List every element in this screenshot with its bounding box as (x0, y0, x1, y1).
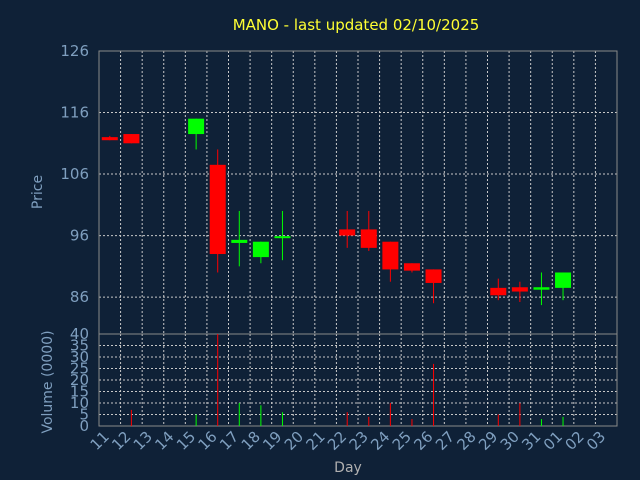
volume-tick-label: 40 (70, 325, 89, 343)
candlestick-series (101, 118, 572, 306)
candle-body (425, 269, 442, 283)
candle-body (188, 118, 205, 135)
volume-tick-label: 35 (70, 337, 89, 355)
candle-body (555, 272, 572, 288)
volume-panel-frame (98, 333, 618, 427)
vertical-grid (120, 51, 596, 426)
x-axis-label: Day (334, 460, 362, 476)
price-tick-label: 126 (60, 42, 89, 60)
chart-title: MANO - last updated 02/10/2025 (233, 16, 480, 34)
candle-body (533, 287, 550, 290)
price-tick-label: 116 (60, 104, 89, 122)
volume-tick-label: 10 (70, 394, 89, 412)
candle-body (101, 137, 118, 141)
price-tick-label: 106 (60, 165, 89, 183)
volume-tick-label: 5 (79, 406, 89, 424)
volume-tick-label: 0 (79, 417, 89, 435)
volume-tick-label: 15 (70, 383, 89, 401)
candle-body (231, 239, 248, 243)
candle-body (274, 236, 291, 239)
volume-axis-label: Volume (0000) (40, 330, 56, 433)
candle-body (490, 287, 507, 296)
candle-body (339, 229, 356, 236)
price-tick-label: 96 (70, 227, 89, 245)
x-tick-label: 03 (583, 428, 609, 454)
candle-body (252, 241, 269, 258)
candle-body (360, 229, 377, 248)
candle-body (403, 263, 420, 271)
x-tick-labels: 1112131415161718192021222324252627282930… (87, 428, 610, 454)
candle-body (123, 134, 140, 144)
candle-body (382, 241, 399, 270)
candle-body (209, 164, 226, 255)
volume-tick-label: 20 (70, 371, 89, 389)
price-tick-label: 86 (70, 288, 89, 306)
volume-series (130, 334, 564, 426)
volume-tick-label: 25 (70, 360, 89, 378)
price-tick-labels: 126 116 106 96 86 (60, 42, 89, 306)
price-axis-label: Price (30, 175, 46, 209)
volume-tick-label: 30 (70, 348, 89, 366)
candle-body (511, 287, 528, 292)
